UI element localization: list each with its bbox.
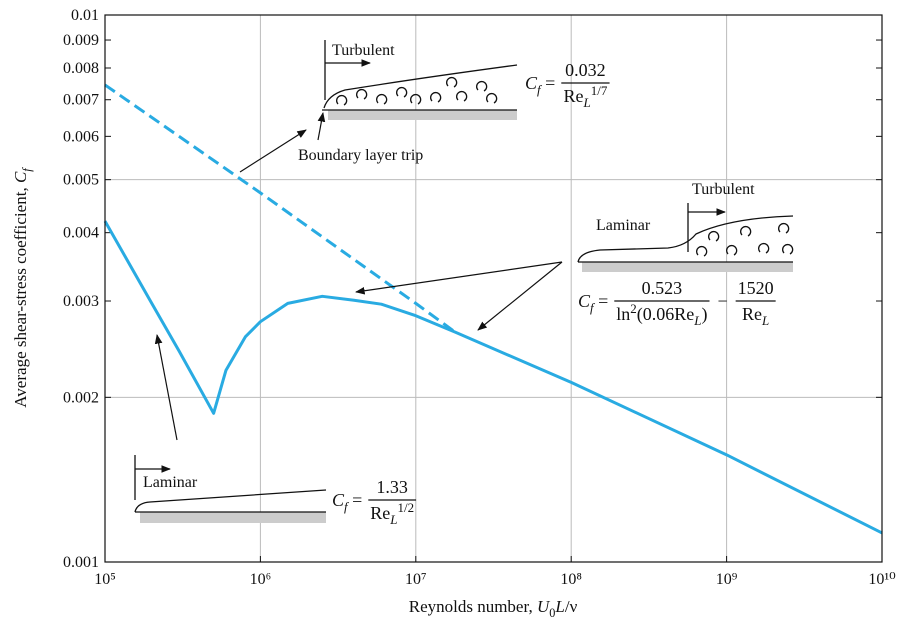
transition-sketch	[355, 203, 794, 331]
x-tick-label: 10⁵	[94, 571, 116, 588]
annotation: Laminar	[143, 474, 198, 491]
y-tick-label: 0.004	[63, 225, 99, 242]
y-tick-label: 0.006	[63, 128, 99, 145]
y-tick-label: 0.007	[63, 92, 99, 109]
x-tick-label: 10⁶	[250, 571, 272, 588]
formula-part: ReL	[742, 304, 769, 328]
text-part: )	[702, 304, 708, 325]
x-axis-label: Reynolds number, U0L/ν	[409, 597, 578, 620]
formula-operator: −	[718, 291, 728, 311]
formula-part: ReL1/2	[370, 500, 414, 527]
text-part: L	[554, 597, 564, 616]
y-tick-label: 0.009	[63, 32, 99, 49]
text-part: 1/2	[398, 500, 415, 515]
text-part: 2	[630, 301, 636, 316]
turbulent-sketch	[239, 40, 518, 173]
text-part: =	[594, 291, 609, 311]
series-line	[103, 220, 883, 535]
y-tick-label: 0.003	[63, 293, 99, 310]
formula-part: 0.032	[565, 60, 606, 80]
formula-part: Cf =	[525, 73, 555, 97]
text-part: C	[332, 490, 345, 510]
x-tick-label: 10⁸	[560, 571, 582, 588]
text-part: L	[389, 512, 397, 527]
text-part: 0.523	[642, 278, 683, 298]
x-tick-label: 10⁹	[716, 571, 738, 588]
formula-part: Cf =	[578, 291, 608, 315]
text-part: =	[541, 73, 556, 93]
y-tick-label: 0.001	[63, 554, 99, 571]
text-part: Re	[370, 503, 390, 523]
text-part: f	[20, 167, 34, 172]
plot	[103, 83, 883, 535]
formula-part: 0.523	[642, 278, 683, 298]
grid	[104, 14, 883, 563]
formula: Cf = 1.33 ReL1/2	[332, 477, 417, 527]
text-part: Re	[742, 304, 762, 324]
plot-frame	[104, 14, 883, 563]
y-tick-label: 0.008	[63, 60, 99, 77]
laminar-sketch	[134, 334, 327, 523]
y-axis-label: Average shear-stress coefficient, Cf	[11, 167, 34, 408]
formula-part: ReL1/7	[564, 83, 608, 110]
text-part: C	[525, 73, 538, 93]
text-part: f	[537, 82, 543, 97]
series-line	[104, 83, 457, 334]
text-part: f	[344, 499, 350, 514]
formula-part: 1520	[738, 278, 774, 298]
y-tick-label: 0.01	[71, 7, 99, 24]
text-part: Average shear-stress coefficient,	[11, 183, 30, 408]
text-part: 1520	[738, 278, 774, 298]
x-tick-label: 10¹⁰	[868, 571, 895, 588]
text-part: L	[583, 95, 591, 110]
text-part: (0.06Re	[637, 304, 695, 325]
annotation: Turbulent	[692, 181, 755, 198]
x-tick-label: 10⁷	[405, 571, 427, 588]
text-part: f	[590, 300, 596, 315]
text-part: Reynolds number,	[409, 597, 537, 616]
formula-part: Cf =	[332, 490, 362, 514]
annotation: Turbulent	[332, 42, 395, 59]
annotation: Boundary layer trip	[298, 147, 423, 164]
text-part: U	[537, 597, 551, 616]
formula: Cf = 0.032 ReL1/7	[525, 60, 610, 110]
text-part: 0	[549, 606, 555, 620]
text-part: 1/7	[591, 83, 608, 98]
text-part: L	[761, 313, 769, 328]
text-part: C	[578, 291, 591, 311]
text-part: C	[11, 171, 30, 183]
text-part: L	[693, 313, 701, 328]
text-part: /ν	[565, 597, 578, 616]
annotation: Laminar	[596, 217, 651, 234]
text-part: Re	[564, 86, 584, 106]
text-part: ln	[616, 304, 630, 324]
formula-part: ln2(0.06ReL)	[616, 301, 707, 328]
text-part: 1.33	[376, 477, 408, 497]
formula-part: 1.33	[376, 477, 408, 497]
text-part: 0.032	[565, 60, 606, 80]
y-tick-label: 0.002	[63, 389, 99, 406]
text-part: =	[348, 490, 363, 510]
y-tick-label: 0.005	[63, 172, 99, 189]
